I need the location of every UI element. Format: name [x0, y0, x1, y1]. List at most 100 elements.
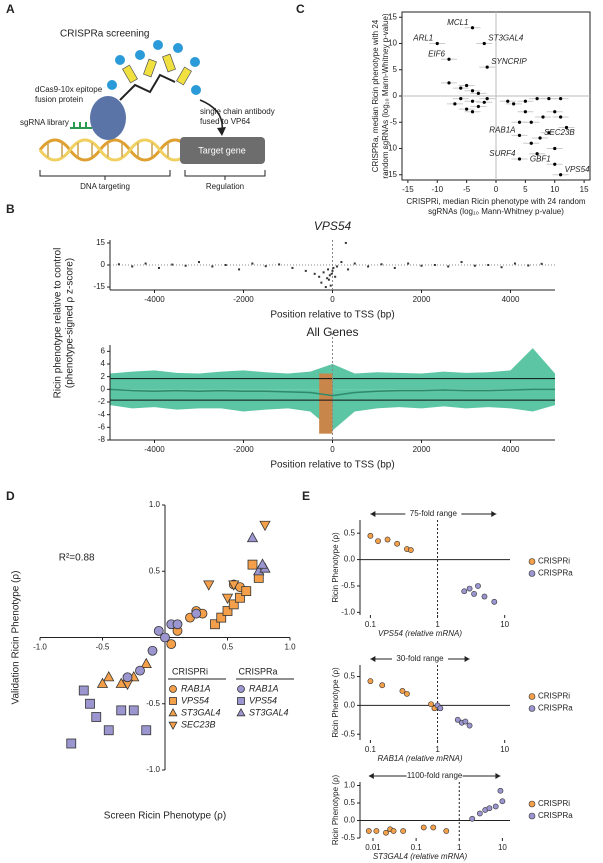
point [198, 261, 200, 264]
point [437, 705, 444, 712]
x-tick-label: -4000 [144, 295, 165, 304]
point [523, 99, 527, 103]
x-tick-label: -2000 [233, 445, 254, 454]
y-axis-label: Ricin Phenotype (ρ) [331, 667, 340, 738]
x-tick-label: 0 [494, 185, 499, 194]
point [347, 268, 350, 271]
point [476, 104, 480, 109]
point [465, 107, 469, 111]
point [430, 824, 437, 831]
marker-square [66, 738, 77, 749]
marker-triangle [96, 677, 109, 688]
point [547, 131, 551, 135]
y-tick-label: 0 [393, 91, 398, 100]
y-tick-label: -15 [385, 170, 397, 179]
x-tick-label: -2000 [233, 295, 254, 304]
point [320, 281, 323, 284]
point [461, 588, 468, 595]
x-tick-label: 10 [498, 843, 507, 852]
marker-square [241, 586, 252, 597]
x-tick-label: 0.1 [365, 745, 377, 754]
marker-circle [135, 665, 145, 676]
point [291, 266, 294, 269]
point [541, 115, 545, 119]
x-tick-label: 0 [330, 295, 335, 304]
y-axis-label: random sgRNAs (log₁₀ Mann-Whitney p-valu… [381, 13, 390, 179]
point-label: SEC23B [544, 128, 575, 137]
point [535, 97, 539, 101]
point [367, 678, 374, 685]
legend-header: CRISPRi [172, 666, 208, 676]
point [420, 264, 423, 267]
y-tick-label: 0.0 [344, 555, 356, 564]
sgrna [70, 122, 92, 129]
point [353, 262, 356, 265]
y-tick-label: 1.0 [344, 781, 356, 790]
arrowhead [217, 127, 226, 136]
targeting-label: DNA targeting [80, 182, 130, 191]
marker-square [210, 619, 220, 630]
x-axis-label: CRISPRi, median Ricin phenotype with 24 … [406, 197, 586, 206]
point [486, 805, 493, 812]
x-tick-label: 0.5 [222, 643, 234, 652]
point [553, 162, 557, 166]
point [331, 269, 334, 272]
panel-label: B [6, 202, 15, 216]
point [334, 275, 337, 278]
y-tick-label: -15 [93, 282, 105, 291]
point [517, 157, 522, 161]
point [529, 141, 533, 145]
antibody-label: single chain antibody [200, 107, 275, 116]
marker-square [85, 698, 95, 709]
point [264, 265, 267, 268]
x-tick-label: 10 [500, 620, 509, 629]
point-label: ST3GAL4 [488, 34, 524, 43]
x-tick-label: 0.1 [365, 620, 377, 629]
legend-label: CRISPRi [538, 692, 570, 701]
y-tick-label: 0 [101, 260, 106, 269]
marker-circle [169, 685, 177, 693]
x-tick-label: 10 [500, 745, 509, 754]
y-tick-label: 1.0 [149, 500, 161, 509]
legend-label: CRISPRi [538, 557, 570, 566]
y-tick-label: -0.5 [341, 581, 355, 590]
marker-square [91, 712, 102, 722]
point [447, 265, 450, 268]
point [499, 798, 506, 805]
panel-label: D [6, 489, 15, 503]
point [481, 593, 488, 600]
point [500, 266, 503, 269]
point [491, 598, 498, 605]
point [447, 81, 451, 85]
legend-marker [528, 812, 536, 820]
point [184, 264, 187, 267]
marker-circle [122, 672, 133, 683]
point [344, 241, 347, 244]
y-tick-label: -0.5 [341, 729, 355, 738]
range-label-bg [391, 654, 448, 664]
point [513, 262, 516, 265]
point-label: RAB1A [489, 125, 515, 134]
marker-triangle [221, 593, 234, 604]
point [475, 583, 481, 589]
legend-label: ST3GAL4 [181, 707, 221, 717]
marker-square [228, 599, 239, 610]
marker-triangle [228, 580, 240, 591]
y-tick-label: 0.0 [344, 700, 356, 709]
x-tick-label: 10 [550, 185, 559, 194]
range-label: 30-fold range [396, 654, 444, 663]
y-tick-label: 0.0 [344, 816, 356, 825]
point [251, 262, 254, 265]
epitope-chain [119, 73, 176, 101]
marker-circle [153, 625, 164, 636]
y-tick-label: 15 [96, 238, 105, 247]
y-tick-label: 10 [388, 39, 397, 48]
antibodies [122, 53, 192, 86]
legend-label: RAB1A [181, 683, 211, 693]
x-tick-label: 5 [523, 185, 528, 194]
dna-strand [38, 138, 192, 162]
legend-label: SEC23B [181, 719, 216, 729]
highlight [319, 373, 333, 434]
point [399, 688, 406, 694]
y-tick-label: -8 [98, 435, 106, 444]
